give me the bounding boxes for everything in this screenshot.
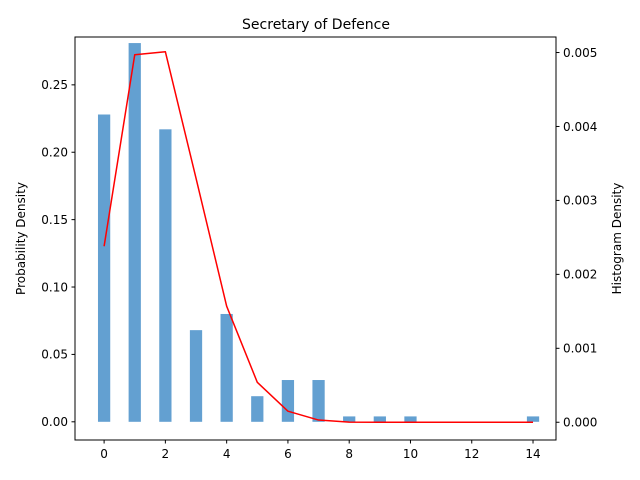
left-y-axis-label: Probability Density xyxy=(14,182,28,295)
bar xyxy=(97,114,111,422)
bar xyxy=(312,380,325,422)
x-tick-label: 2 xyxy=(162,447,170,461)
y2-tick-label: 0.003 xyxy=(563,194,597,208)
y2-tick-label: 0.004 xyxy=(563,120,597,134)
bar xyxy=(128,43,141,422)
x-tick-label: 10 xyxy=(403,447,418,461)
bar xyxy=(373,416,386,422)
y-tick-label: 0.15 xyxy=(41,213,68,227)
line-layer xyxy=(103,51,534,424)
density-line xyxy=(103,51,534,424)
left-y-axis: 0.00 0.05 0.10 0.15 0.20 0.25 xyxy=(41,78,75,429)
bar xyxy=(404,416,417,422)
bar xyxy=(526,416,540,422)
chart-title: Secretary of Defence xyxy=(242,17,390,33)
bar xyxy=(220,313,233,422)
y-tick-label: 0.20 xyxy=(41,146,68,160)
x-tick-label: 6 xyxy=(284,447,292,461)
x-tick-label: 8 xyxy=(345,447,353,461)
bar xyxy=(343,416,356,422)
x-tick-label: 12 xyxy=(464,447,479,461)
x-tick-label: 0 xyxy=(100,447,108,461)
x-axis: 0 2 4 6 8 10 12 14 xyxy=(100,440,541,461)
y-tick-label: 0.25 xyxy=(41,78,68,92)
bars-layer xyxy=(97,43,540,422)
y-tick-label: 0.00 xyxy=(41,415,68,429)
right-y-axis: 0.000 0.001 0.002 0.003 0.004 0.005 xyxy=(556,46,597,430)
x-tick-label: 14 xyxy=(525,447,540,461)
y2-tick-label: 0.005 xyxy=(563,46,597,60)
y-tick-label: 0.10 xyxy=(41,280,68,294)
bar xyxy=(189,330,203,422)
right-y-axis-label: Histogram Density xyxy=(610,183,624,295)
y2-tick-label: 0.001 xyxy=(563,342,597,356)
y-tick-label: 0.05 xyxy=(41,348,68,362)
bar xyxy=(281,380,295,422)
plot-frame xyxy=(74,36,557,441)
bar xyxy=(159,129,172,422)
x-tick-label: 4 xyxy=(223,447,231,461)
bar xyxy=(251,396,264,422)
y2-tick-label: 0.002 xyxy=(563,268,597,282)
y2-tick-label: 0.000 xyxy=(563,416,597,430)
